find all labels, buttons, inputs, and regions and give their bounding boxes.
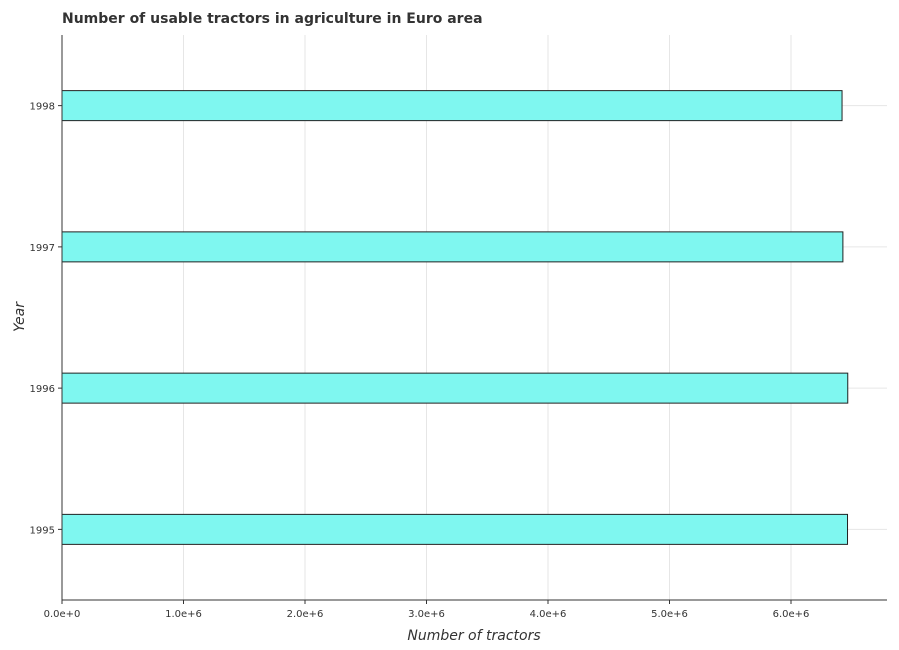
y-tick-label: 1995 xyxy=(30,525,55,536)
y-tick-label: 1997 xyxy=(30,243,55,254)
y-axis-label: Year xyxy=(12,301,28,332)
x-tick-label: 5.0e+6 xyxy=(651,609,688,620)
x-tick-label: 0.0e+0 xyxy=(44,609,81,620)
bars xyxy=(61,90,849,545)
bar-1997 xyxy=(61,231,844,263)
y-tick-label: 1998 xyxy=(30,102,55,113)
bar-1995 xyxy=(61,513,849,545)
y-axis-ticks: 1995 1996 1997 1998 xyxy=(30,102,62,536)
x-tick-label: 6.0e+6 xyxy=(773,609,810,620)
x-tick-label: 4.0e+6 xyxy=(530,609,567,620)
x-axis-label: Number of tractors xyxy=(407,628,540,644)
y-tick-label: 1996 xyxy=(30,384,55,395)
chart-title: Number of usable tractors in agriculture… xyxy=(62,11,483,27)
bar-1996 xyxy=(61,372,849,404)
x-tick-label: 1.0e+6 xyxy=(165,609,202,620)
x-tick-label: 2.0e+6 xyxy=(287,609,324,620)
x-tick-label: 3.0e+6 xyxy=(408,609,445,620)
bar-1998 xyxy=(61,90,843,122)
x-axis-ticks: 0.0e+0 1.0e+6 2.0e+6 3.0e+6 4.0e+6 5.0e+6 6.0e… xyxy=(44,600,810,620)
